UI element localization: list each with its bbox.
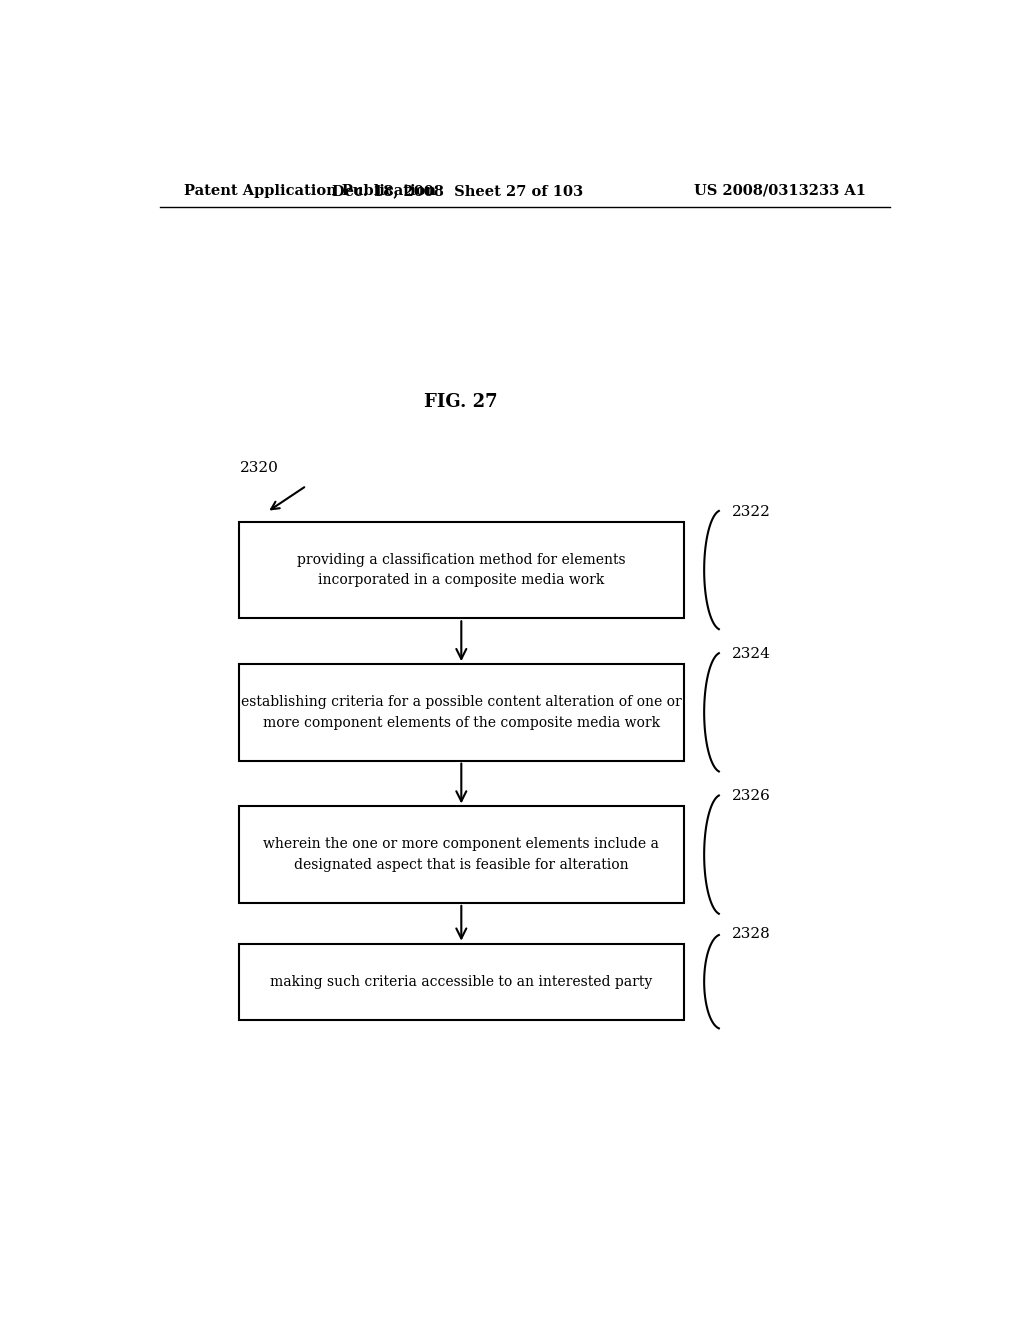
Text: Dec. 18, 2008  Sheet 27 of 103: Dec. 18, 2008 Sheet 27 of 103 [332, 183, 583, 198]
Text: Patent Application Publication: Patent Application Publication [183, 183, 435, 198]
Text: 2322: 2322 [731, 504, 770, 519]
Text: US 2008/0313233 A1: US 2008/0313233 A1 [694, 183, 866, 198]
Text: 2324: 2324 [731, 647, 770, 661]
FancyBboxPatch shape [239, 807, 684, 903]
Text: 2320: 2320 [240, 462, 279, 475]
FancyBboxPatch shape [239, 944, 684, 1020]
Text: wherein the one or more component elements include a
designated aspect that is f: wherein the one or more component elemen… [263, 837, 659, 873]
Text: providing a classification method for elements
incorporated in a composite media: providing a classification method for el… [297, 553, 626, 587]
Text: 2328: 2328 [731, 927, 770, 941]
Text: making such criteria accessible to an interested party: making such criteria accessible to an in… [270, 974, 652, 989]
Text: 2326: 2326 [731, 789, 770, 804]
Text: establishing criteria for a possible content alteration of one or
more component: establishing criteria for a possible con… [241, 696, 682, 730]
FancyBboxPatch shape [239, 521, 684, 618]
FancyBboxPatch shape [239, 664, 684, 760]
Text: FIG. 27: FIG. 27 [425, 393, 498, 412]
